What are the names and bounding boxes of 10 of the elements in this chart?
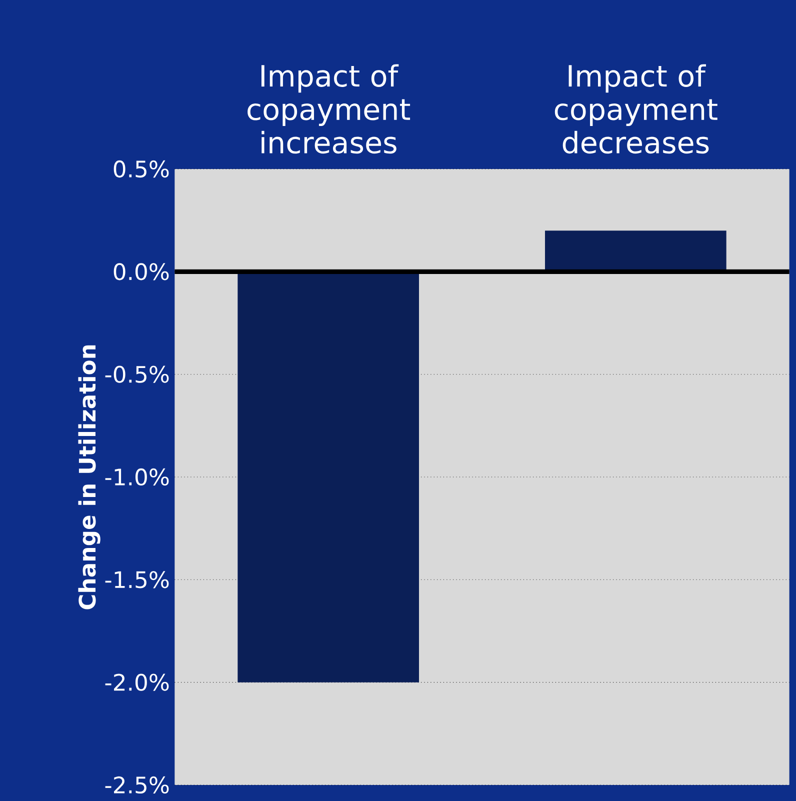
y-tick-label: -0.5%: [105, 366, 169, 383]
y-tick-label: 0.0%: [114, 263, 169, 280]
x-tick-label: Impact of copayment decreases: [554, 64, 718, 154]
y-tick-label: -1.0%: [105, 468, 169, 486]
y-tick-label: -2.0%: [105, 674, 169, 691]
y-tick-label: -2.5%: [105, 776, 169, 794]
y-axis-title: Change in Utilization: [78, 345, 100, 610]
y-tick-label: -1.5%: [105, 571, 169, 588]
x-tick-label: Impact of copayment increases: [248, 64, 410, 154]
y-tick-label: 0.5%: [114, 160, 169, 178]
